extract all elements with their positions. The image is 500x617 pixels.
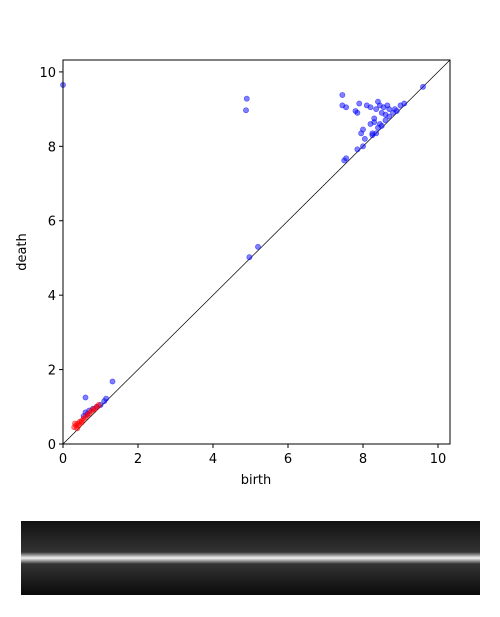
point	[343, 155, 350, 162]
point	[373, 106, 380, 113]
point	[255, 243, 261, 250]
sample-image	[21, 521, 480, 595]
point	[343, 104, 350, 111]
point	[367, 104, 374, 111]
y-tick-label: 6	[48, 215, 56, 230]
point	[354, 109, 361, 116]
y-tick-label: 0	[48, 438, 56, 453]
y-tick-label: 4	[48, 289, 56, 304]
point	[246, 254, 253, 261]
point	[109, 378, 116, 385]
x-tick-label: 10	[430, 452, 447, 467]
y-axis-label: death	[15, 233, 30, 271]
point	[369, 130, 376, 137]
y-tick-label: 8	[48, 140, 56, 155]
y-tick-label: 2	[48, 364, 56, 379]
point	[382, 117, 389, 124]
x-tick-label: 8	[359, 452, 367, 467]
x-tick-label: 2	[134, 452, 142, 467]
x-tick-label: 0	[59, 452, 67, 467]
diagonal	[62, 59, 451, 445]
point	[339, 92, 346, 98]
point	[361, 135, 368, 142]
point	[103, 395, 110, 402]
x-tick-label: 6	[284, 452, 292, 467]
x-axis-label: birth	[241, 473, 272, 488]
point	[393, 108, 400, 114]
point	[78, 419, 85, 426]
point	[371, 115, 378, 122]
axes-frame	[62, 59, 451, 445]
point	[243, 107, 249, 114]
point	[384, 102, 391, 109]
point	[95, 402, 102, 408]
point	[360, 126, 366, 133]
point	[360, 143, 366, 150]
x-tick-label: 4	[209, 452, 217, 467]
point	[376, 102, 383, 109]
point	[378, 122, 385, 129]
point	[367, 121, 374, 127]
point	[243, 95, 250, 102]
point	[386, 113, 393, 120]
point	[401, 100, 408, 107]
point	[420, 83, 426, 90]
point	[82, 394, 89, 401]
point	[354, 146, 361, 153]
y-tick-label: 10	[39, 66, 56, 81]
point	[356, 100, 363, 107]
